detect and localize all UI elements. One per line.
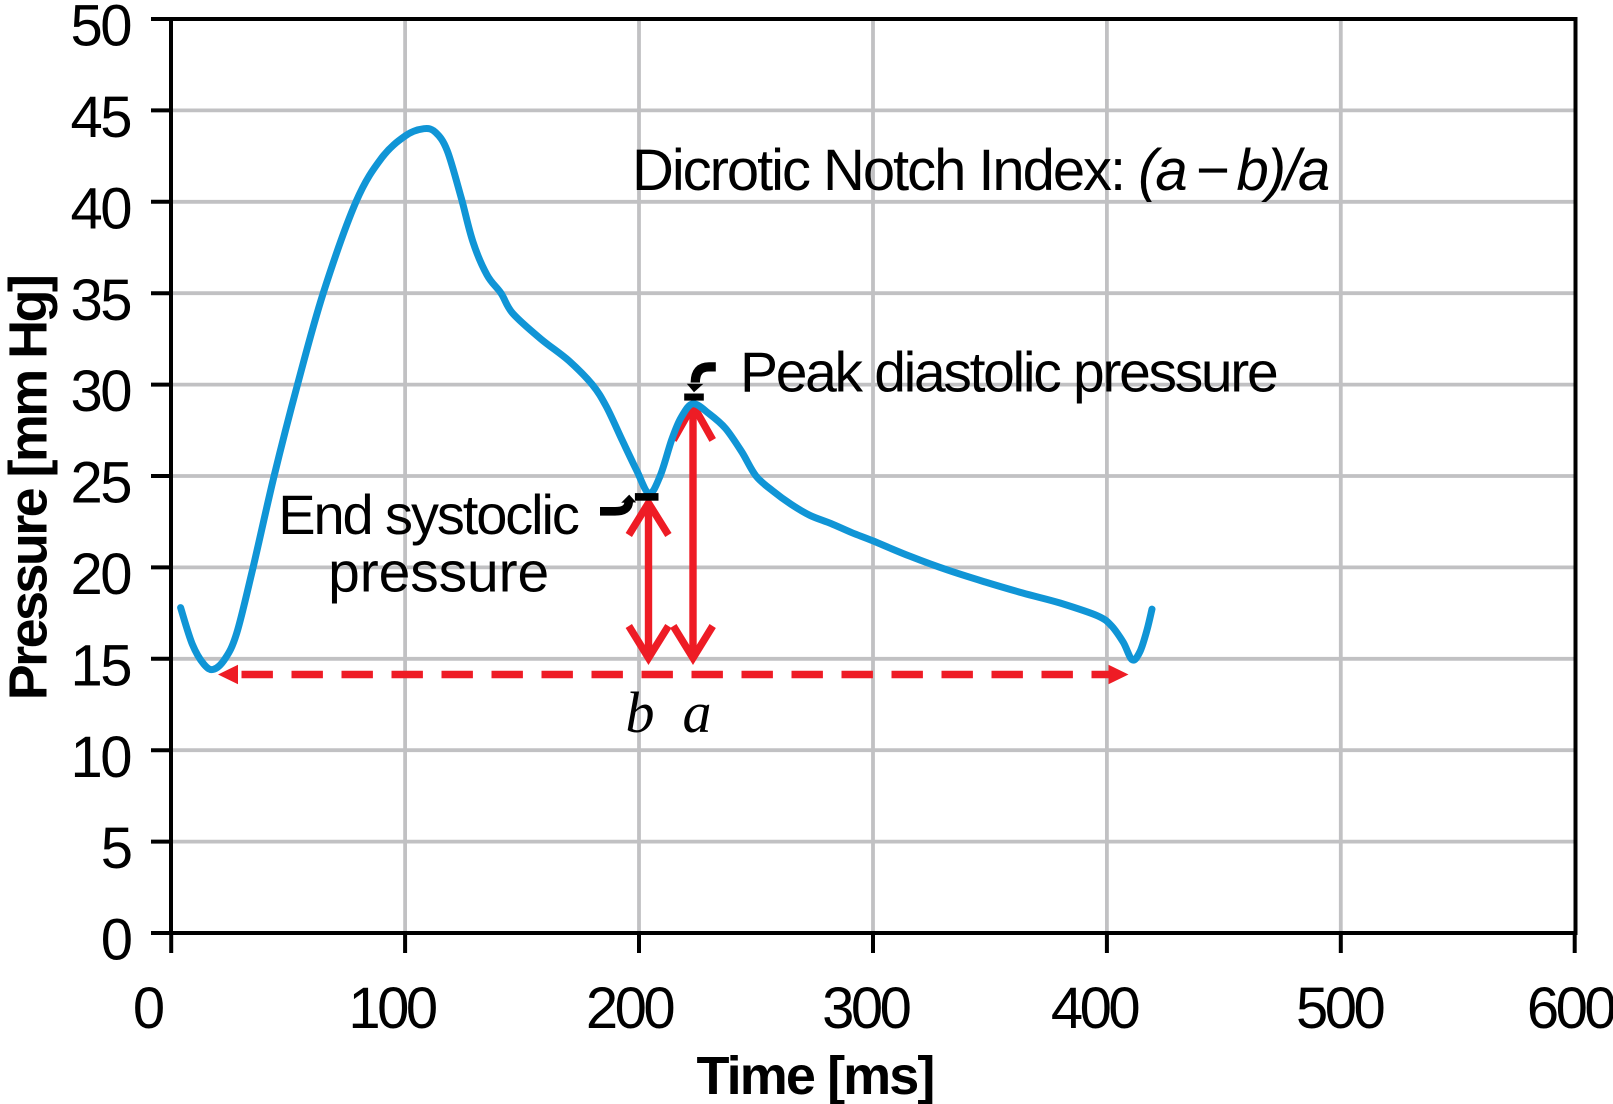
svg-text:35: 35: [70, 268, 130, 333]
svg-text:500: 500: [1296, 976, 1384, 1041]
svg-text:Dicrotic Notch Index: (a − b)/: Dicrotic Notch Index: (a − b)/a: [632, 138, 1329, 203]
svg-text:Peak diastolic pressure: Peak diastolic pressure: [740, 341, 1277, 405]
svg-text:30: 30: [70, 359, 130, 424]
svg-text:25: 25: [70, 451, 130, 516]
svg-text:50: 50: [70, 0, 130, 59]
svg-text:0: 0: [101, 908, 133, 973]
svg-text:5: 5: [101, 816, 133, 881]
svg-text:End systoclic: End systoclic: [278, 483, 579, 546]
svg-text:300: 300: [822, 976, 910, 1041]
svg-text:Time [ms]: Time [ms]: [697, 1046, 934, 1104]
svg-text:100: 100: [348, 976, 436, 1041]
svg-text:10: 10: [70, 725, 130, 790]
svg-text:200: 200: [586, 976, 674, 1041]
svg-text:b: b: [626, 680, 655, 745]
svg-text:40: 40: [70, 176, 130, 241]
svg-text:400: 400: [1051, 976, 1139, 1041]
svg-text:600: 600: [1527, 976, 1613, 1041]
svg-text:15: 15: [70, 633, 130, 698]
svg-text:45: 45: [70, 85, 130, 150]
svg-text:pressure: pressure: [328, 541, 549, 605]
svg-text:a: a: [683, 680, 712, 745]
svg-text:Pressure [mm Hg]: Pressure [mm Hg]: [0, 277, 59, 701]
svg-text:0: 0: [133, 976, 165, 1041]
svg-text:20: 20: [70, 542, 130, 607]
